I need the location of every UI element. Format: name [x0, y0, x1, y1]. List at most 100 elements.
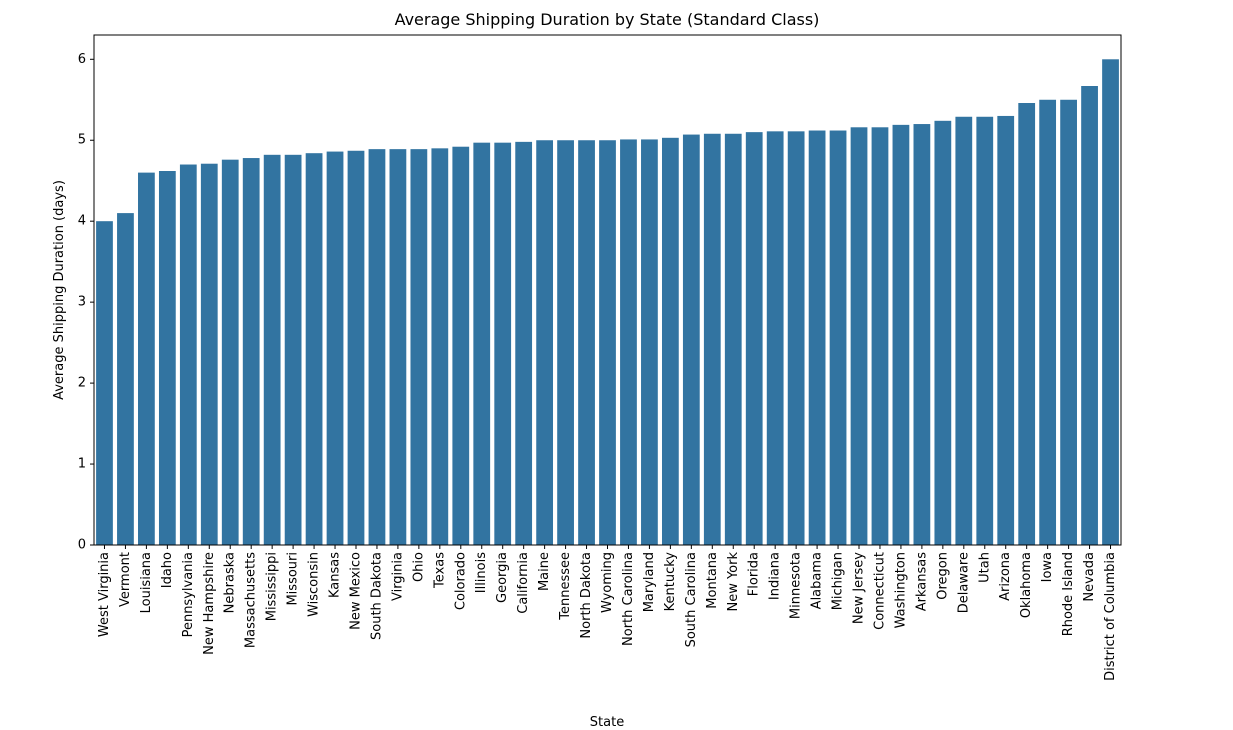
x-tick-label: Illinois: [474, 552, 489, 593]
bar-kentucky: [661, 137, 679, 545]
y-tick-label: 5: [78, 133, 86, 148]
x-tick-label: Kentucky: [663, 552, 678, 612]
bar-oklahoma: [1018, 103, 1036, 545]
bar-utah: [976, 116, 994, 545]
bar-indiana: [766, 131, 784, 545]
x-tick-label: Maryland: [642, 552, 657, 612]
x-tick-label: Rhode Island: [1061, 552, 1076, 636]
x-tick-label: Maine: [537, 552, 552, 591]
bars: [96, 59, 1119, 546]
bar-wisconsin: [305, 153, 323, 545]
y-tick-label: 4: [78, 214, 86, 229]
bar-nebraska: [221, 159, 239, 546]
y-tick-label: 3: [78, 295, 86, 310]
x-tick-label: South Dakota: [369, 552, 384, 640]
chart-title: Average Shipping Duration by State (Stan…: [395, 10, 820, 29]
bar-washington: [892, 124, 910, 546]
x-tick-label: Massachusetts: [244, 552, 259, 648]
bar-ohio: [410, 149, 428, 545]
x-tick-label: Tennessee: [558, 552, 573, 621]
bar-michigan: [829, 130, 847, 545]
bar-iowa: [1039, 99, 1057, 545]
bar-wyoming: [599, 140, 616, 546]
x-tick-label: Alabama: [810, 552, 825, 609]
bar-new-jersey: [850, 127, 868, 545]
bar-california: [515, 141, 533, 546]
x-axis: West Virginia Vermont Louisiana Idaho Pennsy…: [97, 545, 1118, 681]
bar-nevada: [1081, 86, 1098, 545]
x-tick-label: Washington: [893, 552, 908, 628]
bar-maryland: [641, 139, 658, 545]
bar-arkansas: [913, 124, 931, 546]
bar-illinois: [473, 142, 491, 546]
x-tick-label: Colorado: [453, 552, 468, 610]
bar-new-mexico: [347, 150, 365, 545]
x-tick-label: Indiana: [768, 552, 783, 600]
bar-idaho: [158, 171, 176, 545]
x-tick-label: Utah: [977, 552, 992, 583]
x-tick-label: Pennsylvania: [181, 552, 196, 637]
y-tick-label: 0: [78, 538, 86, 553]
x-tick-label: New Hampshire: [202, 552, 217, 655]
bar-texas: [431, 148, 449, 545]
x-tick-label: Virginia: [390, 552, 405, 601]
x-tick-label: Oregon: [935, 552, 950, 600]
bar-arizona: [997, 115, 1015, 545]
bar-maine: [536, 140, 554, 546]
x-tick-label: West Virginia: [97, 552, 112, 637]
y-axis: 0 1 2 3 4 5 6: [78, 52, 94, 553]
bar-mississippi: [263, 154, 281, 545]
y-axis-label: Average Shipping Duration (days): [52, 180, 67, 400]
bar-rhode-island: [1060, 99, 1077, 545]
x-tick-label: North Dakota: [579, 552, 594, 639]
bar-new-hampshire: [200, 163, 218, 545]
x-tick-label: Arkansas: [914, 552, 929, 611]
bar-oregon: [934, 120, 952, 545]
bar-delaware: [955, 116, 973, 545]
bar-connecticut: [871, 127, 889, 545]
x-tick-label: North Carolina: [621, 552, 636, 646]
x-tick-label: Florida: [747, 552, 762, 596]
x-tick-label: New York: [726, 552, 741, 612]
x-tick-label: Kansas: [328, 552, 343, 598]
x-tick-label: Wisconsin: [307, 552, 322, 617]
x-tick-label: Vermont: [118, 552, 133, 607]
bar-west-virginia: [96, 221, 113, 545]
x-tick-label: Delaware: [956, 552, 971, 613]
bar-north-dakota: [578, 140, 595, 546]
bar-virginia: [389, 149, 407, 545]
x-tick-label: Georgia: [495, 552, 510, 603]
bar-georgia: [494, 142, 512, 546]
x-tick-label: Ohio: [411, 552, 426, 582]
bar-colorado: [452, 146, 470, 545]
x-tick-label: New Jersey: [852, 552, 867, 624]
x-tick-label: District of Columbia: [1103, 552, 1118, 681]
x-tick-label: Missouri: [286, 552, 301, 606]
bar-vermont: [117, 213, 134, 545]
bar-south-dakota: [368, 149, 386, 545]
x-tick-label: Arizona: [998, 552, 1013, 601]
bar-louisiana: [138, 172, 155, 545]
x-tick-label: Iowa: [1040, 552, 1055, 582]
bar-minnesota: [787, 131, 805, 545]
bar-florida: [745, 132, 763, 545]
bar-pennsylvania: [179, 164, 197, 545]
bar-montana: [703, 133, 721, 545]
x-tick-label: Oklahoma: [1019, 552, 1034, 618]
x-tick-label: New Mexico: [348, 552, 363, 630]
bar-alabama: [808, 130, 826, 545]
x-tick-label: Montana: [705, 552, 720, 609]
bar-massachusetts: [242, 158, 260, 546]
x-tick-label: Connecticut: [872, 552, 887, 630]
x-tick-label: Nevada: [1082, 552, 1097, 602]
bar-tennessee: [557, 140, 574, 546]
x-tick-label: Michigan: [831, 552, 846, 610]
x-tick-label: Idaho: [160, 552, 175, 588]
x-tick-label: South Carolina: [684, 552, 699, 647]
bar-south-carolina: [682, 134, 700, 545]
x-tick-label: Wyoming: [600, 552, 615, 613]
x-axis-label: State: [590, 715, 624, 730]
x-tick-label: Mississippi: [265, 552, 280, 621]
bar-missouri: [284, 154, 302, 545]
